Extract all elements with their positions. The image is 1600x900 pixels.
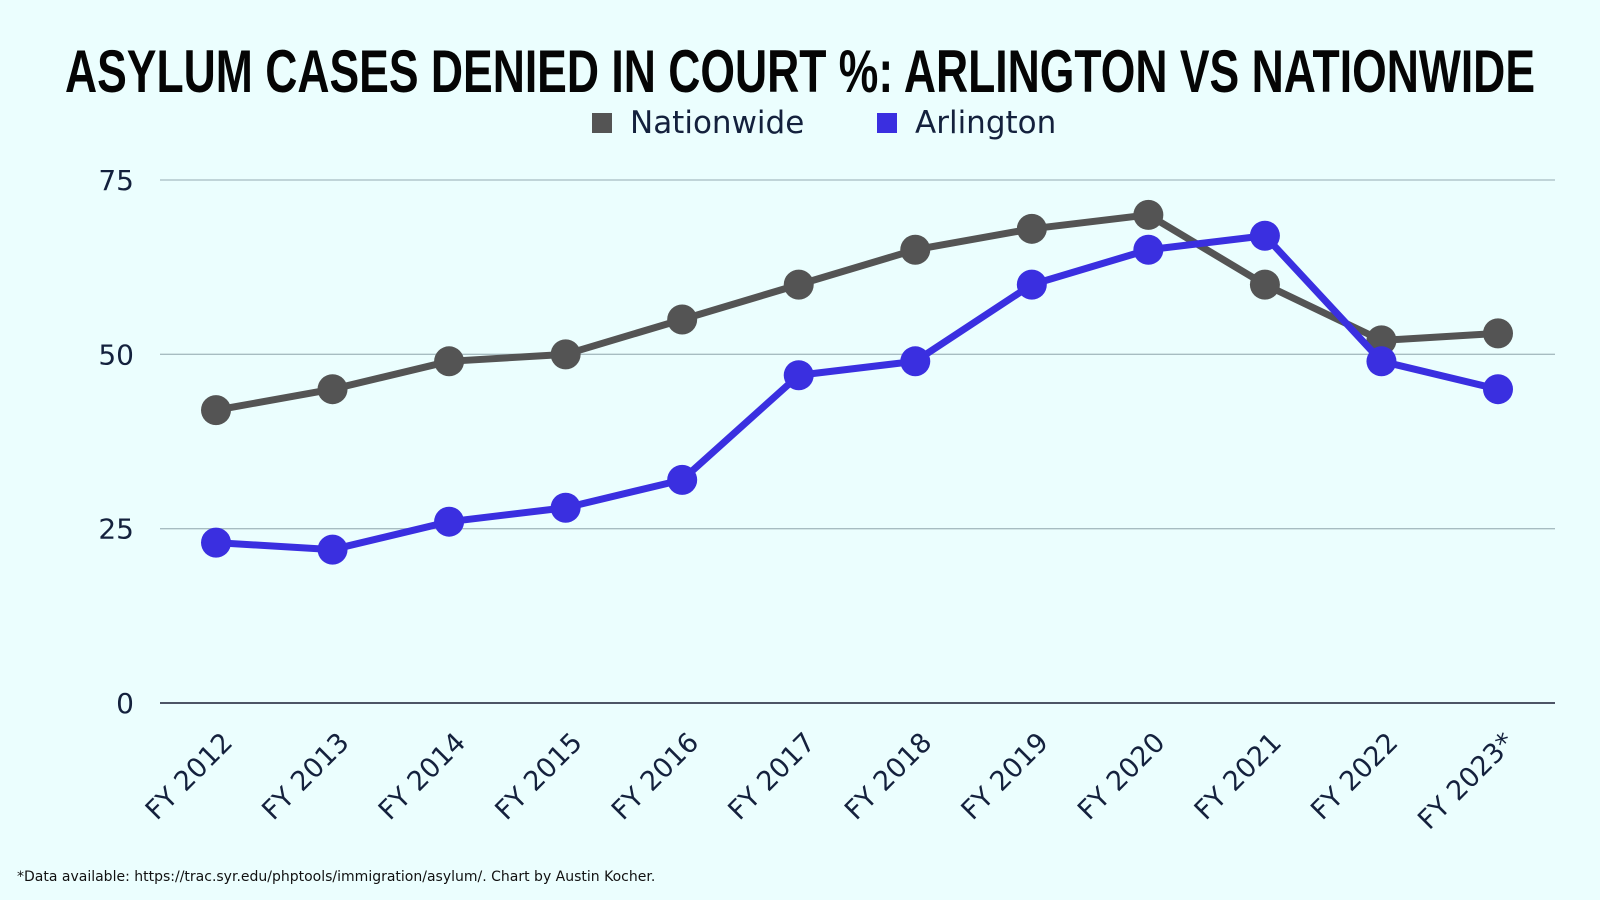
data-point-nationwide [1249, 269, 1280, 300]
x-tick-label: FY 2022 [1305, 727, 1404, 826]
data-point-arlington [783, 360, 814, 391]
x-axis-ticks: FY 2012 FY 2013 FY 2014 FY 2015 FY 2016 FY 20… [140, 727, 1521, 836]
series-nationwide [201, 199, 1513, 426]
data-point-arlington [1483, 374, 1513, 405]
x-tick-label: FY 2016 [606, 727, 705, 826]
x-tick-label: FY 2017 [722, 727, 821, 826]
series-layer [201, 199, 1513, 565]
data-point-arlington [1366, 346, 1397, 377]
x-tick-label: FY 2019 [956, 727, 1055, 826]
y-tick-label: 50 [98, 338, 134, 371]
x-tick-label: FY 2014 [373, 727, 472, 826]
data-point-arlington [667, 464, 698, 495]
series-arlington [201, 220, 1513, 565]
series-line-nationwide [212, 211, 1502, 414]
legend-label-arlington: Arlington [915, 105, 1056, 141]
y-tick-label: 25 [98, 513, 134, 546]
y-axis-ticks: 0 25 50 75 [98, 164, 134, 720]
data-point-arlington [201, 527, 231, 558]
data-point-nationwide [434, 346, 465, 377]
data-point-nationwide [1483, 318, 1513, 349]
chart-title: ASYLUM CASES DENIED IN COURT %: ARLINGTO… [65, 38, 1535, 105]
data-point-nationwide [1016, 213, 1047, 244]
data-point-nationwide [900, 234, 931, 265]
legend-swatch-nationwide [592, 113, 612, 133]
data-point-nationwide [1133, 199, 1164, 230]
data-point-nationwide [1366, 325, 1397, 356]
footnote: *Data available: https://trac.syr.edu/ph… [17, 869, 655, 885]
data-point-arlington [434, 506, 465, 537]
data-point-arlington [550, 492, 581, 523]
data-point-arlington [1133, 234, 1164, 265]
x-tick-label: FY 2021 [1189, 727, 1288, 826]
data-point-arlington [1249, 220, 1280, 251]
x-tick-label: FY 2018 [839, 727, 938, 826]
y-tick-label: 0 [116, 687, 134, 720]
gridlines [160, 179, 1555, 704]
data-point-arlington [317, 534, 348, 565]
x-tick-label: FY 2020 [1072, 727, 1171, 826]
x-tick-label: FY 2023* [1412, 727, 1521, 836]
data-point-arlington [1016, 269, 1047, 300]
series-line-arlington [212, 232, 1502, 554]
legend: Nationwide Arlington [592, 105, 1056, 141]
data-point-nationwide [783, 269, 814, 300]
x-tick-label: FY 2015 [489, 727, 588, 826]
data-point-nationwide [550, 339, 581, 370]
data-point-nationwide [667, 304, 698, 335]
data-point-arlington [900, 346, 931, 377]
data-point-nationwide [201, 395, 231, 426]
x-tick-label: FY 2013 [256, 727, 355, 826]
data-point-nationwide [317, 374, 348, 405]
x-tick-label: FY 2012 [140, 727, 239, 826]
y-tick-label: 75 [98, 164, 134, 197]
legend-label-nationwide: Nationwide [630, 105, 804, 141]
legend-swatch-arlington [877, 113, 897, 133]
